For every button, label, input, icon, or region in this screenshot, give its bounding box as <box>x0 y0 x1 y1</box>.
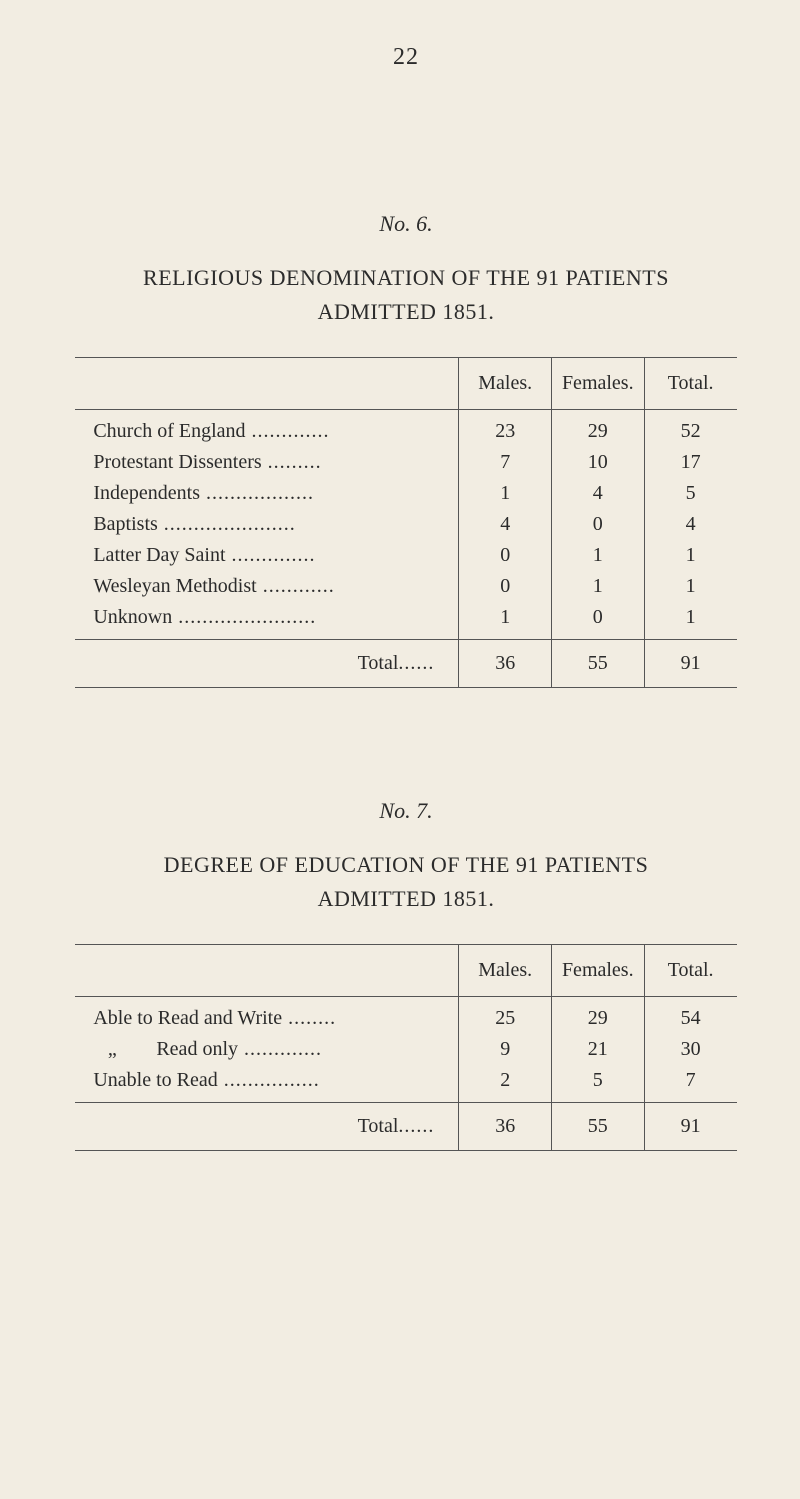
row-label: Baptists ...................... <box>75 509 459 540</box>
table-row: Able to Read and Write ........252954 <box>75 997 736 1035</box>
cell-total: 1 <box>644 602 737 640</box>
cell-males: 1 <box>459 478 552 509</box>
cell-females: 21 <box>551 1034 644 1065</box>
cell-males: 9 <box>459 1034 552 1065</box>
cell-total: 17 <box>644 447 737 478</box>
cell-total: 52 <box>644 410 737 448</box>
total-total: 91 <box>644 640 737 688</box>
cell-total: 1 <box>644 540 737 571</box>
cell-males: 23 <box>459 410 552 448</box>
table-header-row: Males. Females. Total. <box>75 358 736 410</box>
total-total: 91 <box>644 1103 737 1151</box>
total-females: 55 <box>551 1103 644 1151</box>
cell-total: 54 <box>644 997 737 1035</box>
total-males: 36 <box>459 1103 552 1151</box>
cell-females: 5 <box>551 1065 644 1103</box>
column-header-blank <box>75 358 459 410</box>
cell-females: 0 <box>551 509 644 540</box>
cell-males: 4 <box>459 509 552 540</box>
column-header: Males. <box>459 945 552 997</box>
row-label: Independents .................. <box>75 478 459 509</box>
cell-females: 1 <box>551 540 644 571</box>
heading-line: RELIGIOUS DENOMINATION OF THE 91 PATIENT… <box>143 265 669 290</box>
heading-line: ADMITTED 1851. <box>318 299 495 324</box>
cell-total: 1 <box>644 571 737 602</box>
cell-total: 4 <box>644 509 737 540</box>
cell-total: 30 <box>644 1034 737 1065</box>
education-table: Males. Females. Total. Able to Read and … <box>75 944 736 1151</box>
cell-females: 29 <box>551 997 644 1035</box>
page-number: 22 <box>72 44 740 71</box>
religious-table: Males. Females. Total. Church of England… <box>75 357 736 688</box>
page: 22 No. 6. RELIGIOUS DENOMINATION OF THE … <box>0 0 800 1191</box>
row-label: Wesleyan Methodist ............ <box>75 571 459 602</box>
table-row: Wesleyan Methodist ............011 <box>75 571 736 602</box>
column-header: Total. <box>644 358 737 410</box>
figure-number: No. 7. <box>72 798 740 824</box>
heading-line: DEGREE OF EDUCATION OF THE 91 PATIENTS <box>164 852 649 877</box>
cell-males: 1 <box>459 602 552 640</box>
figure-number: No. 6. <box>72 211 740 237</box>
cell-females: 1 <box>551 571 644 602</box>
cell-males: 25 <box>459 997 552 1035</box>
row-label: Able to Read and Write ........ <box>75 997 459 1035</box>
table-row: Church of England .............232952 <box>75 410 736 448</box>
cell-males: 7 <box>459 447 552 478</box>
cell-total: 7 <box>644 1065 737 1103</box>
table-body: Able to Read and Write ........252954„ R… <box>75 997 736 1103</box>
row-label: „ Read only ............. <box>75 1034 459 1065</box>
cell-males: 0 <box>459 540 552 571</box>
row-label: Protestant Dissenters ......... <box>75 447 459 478</box>
table-row: „ Read only .............92130 <box>75 1034 736 1065</box>
cell-females: 4 <box>551 478 644 509</box>
section-heading: RELIGIOUS DENOMINATION OF THE 91 PATIENT… <box>72 261 740 329</box>
row-label: Latter Day Saint .............. <box>75 540 459 571</box>
row-label: Church of England ............. <box>75 410 459 448</box>
column-header: Males. <box>459 358 552 410</box>
column-header: Total. <box>644 945 737 997</box>
heading-line: ADMITTED 1851. <box>318 886 495 911</box>
table-header-row: Males. Females. Total. <box>75 945 736 997</box>
total-label: Total...... <box>75 1103 459 1151</box>
cell-males: 2 <box>459 1065 552 1103</box>
column-header-blank <box>75 945 459 997</box>
total-males: 36 <box>459 640 552 688</box>
total-females: 55 <box>551 640 644 688</box>
table-row: Baptists ......................404 <box>75 509 736 540</box>
cell-females: 29 <box>551 410 644 448</box>
table-row: Protestant Dissenters .........71017 <box>75 447 736 478</box>
table-total-row: Total...... 36 55 91 <box>75 640 736 688</box>
cell-total: 5 <box>644 478 737 509</box>
cell-females: 10 <box>551 447 644 478</box>
cell-males: 0 <box>459 571 552 602</box>
total-label: Total...... <box>75 640 459 688</box>
section-heading: DEGREE OF EDUCATION OF THE 91 PATIENTS A… <box>72 848 740 916</box>
table-row: Unable to Read ................257 <box>75 1065 736 1103</box>
table-total-row: Total...... 36 55 91 <box>75 1103 736 1151</box>
cell-females: 0 <box>551 602 644 640</box>
column-header: Females. <box>551 945 644 997</box>
row-label: Unable to Read ................ <box>75 1065 459 1103</box>
table-row: Unknown .......................101 <box>75 602 736 640</box>
row-label: Unknown ....................... <box>75 602 459 640</box>
table-body: Church of England .............232952Pro… <box>75 410 736 640</box>
ditto-mark: „ <box>93 1038 131 1061</box>
column-header: Females. <box>551 358 644 410</box>
table-row: Latter Day Saint ..............011 <box>75 540 736 571</box>
table-row: Independents ..................145 <box>75 478 736 509</box>
